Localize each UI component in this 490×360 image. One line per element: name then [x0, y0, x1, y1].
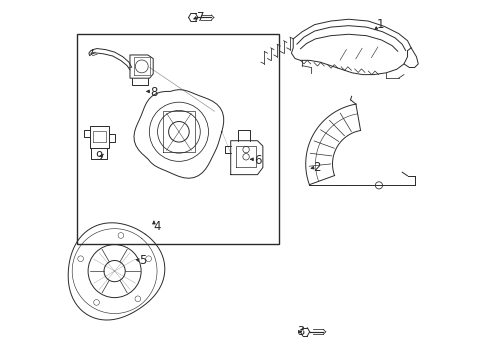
Text: 1: 1 [377, 18, 385, 31]
Text: 9: 9 [95, 150, 102, 163]
Text: 5: 5 [140, 254, 147, 267]
Text: 3: 3 [296, 325, 304, 338]
Text: 6: 6 [254, 154, 261, 167]
Text: 4: 4 [154, 220, 161, 233]
Text: 8: 8 [150, 86, 158, 99]
Text: 2: 2 [313, 161, 320, 174]
Text: 7: 7 [196, 11, 204, 24]
Bar [77, 33, 279, 244]
